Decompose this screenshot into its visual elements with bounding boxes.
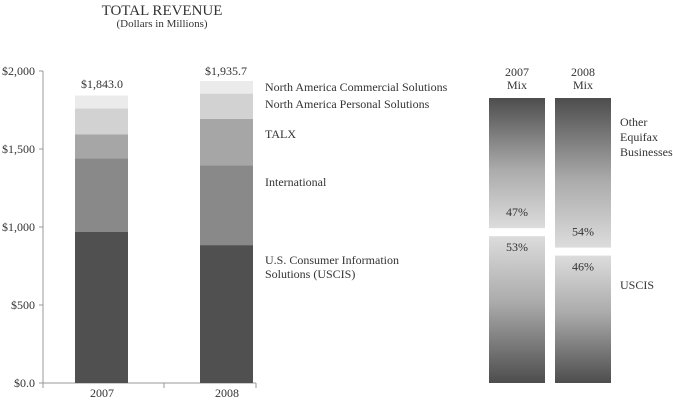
x-label-2008: 2008	[215, 386, 239, 400]
mix-header-2008-year: 2008	[571, 65, 595, 79]
mix-pct-other-label: 54%	[572, 225, 594, 239]
bar-segment-2008-talx	[200, 118, 253, 166]
y-tick-label: $0.0	[14, 376, 35, 390]
x-label-2007: 2007	[90, 386, 114, 400]
mix-block-uscis-2008-Mix	[555, 255, 611, 383]
mix-legend-other-line2: Equifax	[620, 130, 658, 144]
mix-legend-other-line3: Businesses	[620, 145, 673, 159]
mix-block-uscis-2007-Mix	[489, 236, 545, 383]
bar-segment-2008-north-america-personal-solutions	[200, 93, 253, 119]
mix-block-other-2007-Mix	[489, 98, 545, 229]
bar-segment-2007-u-s-consumer-information-solutions-uscis	[75, 231, 128, 383]
mix-header-2008-mix: Mix	[573, 78, 593, 92]
label-na-commercial: North America Commercial Solutions	[265, 80, 448, 94]
bar-segment-2008-international	[200, 165, 253, 246]
y-tick-label: $1,500	[2, 142, 35, 156]
y-tick-label: $1,000	[2, 220, 35, 234]
mix-pct-other-label: 47%	[506, 205, 528, 219]
mix-legend-uscis: USCIS	[620, 278, 654, 292]
mix-header-2007-year: 2007	[505, 65, 529, 79]
chart-subtitle: (Dollars in Millions)	[116, 18, 207, 30]
y-axis-ticks: $0.0 $500 $1,000 $1,500 $2,000	[2, 64, 43, 390]
mix-legend-other-line1: Other	[620, 115, 647, 129]
label-uscis: U.S. Consumer Information Solutions (USCI…	[265, 253, 399, 281]
bar-segment-2007-international	[75, 158, 128, 232]
bar-segment-2007-north-america-commercial-solutions	[75, 95, 128, 109]
label-na-personal: North America Personal Solutions	[265, 97, 430, 111]
revenue-bars	[75, 80, 253, 383]
bar-total-2007: $1,843.0	[81, 77, 123, 91]
bar-segment-2007-north-america-personal-solutions	[75, 108, 128, 135]
label-international: International	[265, 175, 327, 189]
mix-pct-uscis-label: 53%	[506, 240, 528, 254]
y-tick-label: $500	[11, 298, 35, 312]
y-tick-label: $2,000	[2, 64, 35, 78]
label-talx: TALX	[265, 127, 296, 141]
bar-total-2008: $1,935.7	[205, 64, 247, 78]
mix-block-other-2008-Mix	[555, 98, 611, 248]
bar-segment-2008-u-s-consumer-information-solutions-uscis	[200, 245, 253, 383]
mix-bars: 47% 53% 54% 46%	[489, 98, 611, 383]
mix-header-2007-mix: Mix	[507, 78, 527, 92]
mix-pct-uscis-label: 46%	[572, 260, 594, 274]
bar-segment-2008-north-america-commercial-solutions	[200, 80, 253, 94]
bar-segment-2007-talx	[75, 134, 128, 159]
x-axis-tick-marks	[42, 383, 257, 388]
chart-title: TOTAL REVENUE	[102, 3, 223, 19]
